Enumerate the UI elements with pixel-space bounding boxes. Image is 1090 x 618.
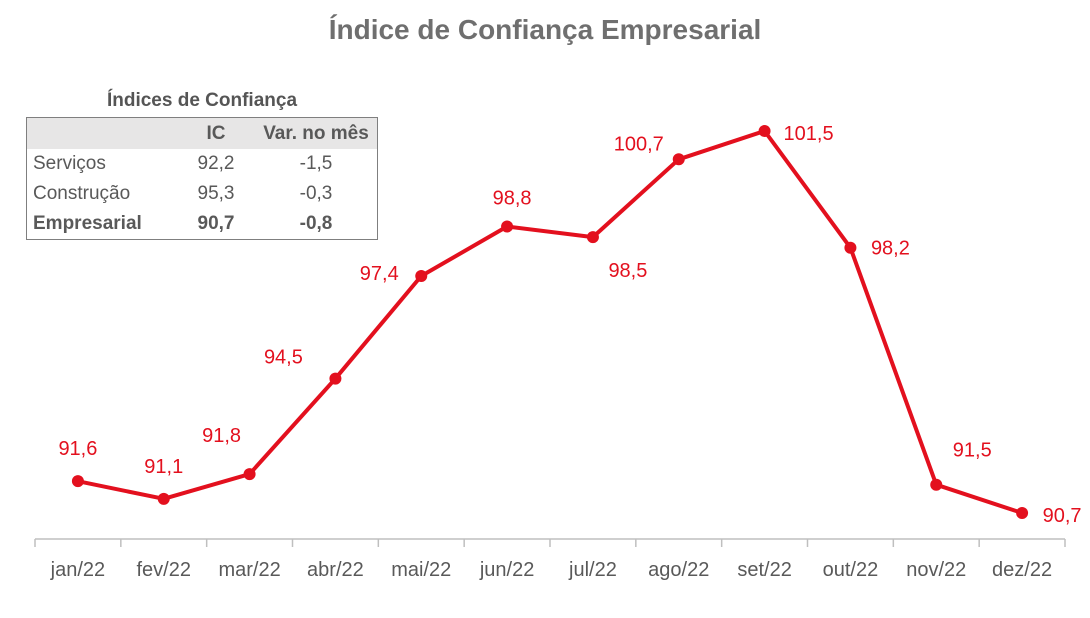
row-label: Serviços [33,153,106,174]
x-tick-label: jan/22 [50,559,106,581]
row-ic-value: 95,3 [197,183,235,204]
table-header-row: IC Var. no mês [26,117,378,149]
data-point [157,492,170,505]
confidence-index-table: IC Var. no mês Serviços 92,2 -1,5 Constr… [26,117,378,240]
data-point [415,270,428,283]
data-label: 94,5 [264,347,303,369]
x-tick-label: fev/22 [137,559,191,581]
row-var-value: -1,5 [299,153,333,174]
x-tick-label: out/22 [823,559,879,581]
inset-table-title: Índices de Confiança [106,90,298,111]
data-point [672,153,685,166]
data-label: 91,1 [144,456,183,478]
chart-title: Índice de Confiança Empresarial [328,14,762,45]
data-label: 91,8 [202,425,241,447]
x-tick-label: abr/22 [307,559,364,581]
table-header-label [26,117,177,149]
x-tick-label: mar/22 [218,559,280,581]
row-var-value: -0,3 [299,183,333,204]
data-point [844,241,857,254]
data-point [501,220,514,233]
data-label: 90,7 [1043,505,1082,527]
row-var-value: -0,8 [299,213,333,234]
x-tick-label: nov/22 [906,559,966,581]
data-label: 91,6 [58,438,97,460]
data-point [1016,507,1029,519]
data-point [243,468,256,481]
data-label: 101,5 [784,123,834,145]
series-line [77,129,1023,515]
x-tick-label: jun/22 [479,559,535,581]
data-point [586,231,599,244]
data-label: 98,2 [871,238,910,260]
x-tick-label: ago/22 [648,559,709,581]
row-label: Construção [33,183,131,204]
data-label: 91,5 [953,440,992,462]
data-label: 98,8 [493,188,532,210]
data-label: 97,4 [360,263,399,285]
table-row: Empresarial 90,7 -0,8 [27,209,378,240]
data-point [758,125,771,137]
data-label: 100,7 [614,133,664,155]
data-label: 98,5 [608,260,647,282]
x-tick-label: jul/22 [568,559,617,581]
x-tick-label: set/22 [737,559,791,581]
table-row: Construção 95,3 -0,3 [27,179,378,209]
data-point [329,372,342,385]
table-header-ic: IC [177,117,255,149]
row-ic-value: 90,7 [197,213,235,234]
row-ic-value: 92,2 [197,153,235,174]
table-header-var: Var. no mês [255,117,378,149]
table-row: Serviços 92,2 -1,5 [27,149,378,179]
row-label: Empresarial [33,213,142,234]
data-point [930,478,943,491]
x-tick-label: mai/22 [391,559,451,581]
x-tick-label: dez/22 [992,559,1052,581]
data-point [71,475,84,488]
